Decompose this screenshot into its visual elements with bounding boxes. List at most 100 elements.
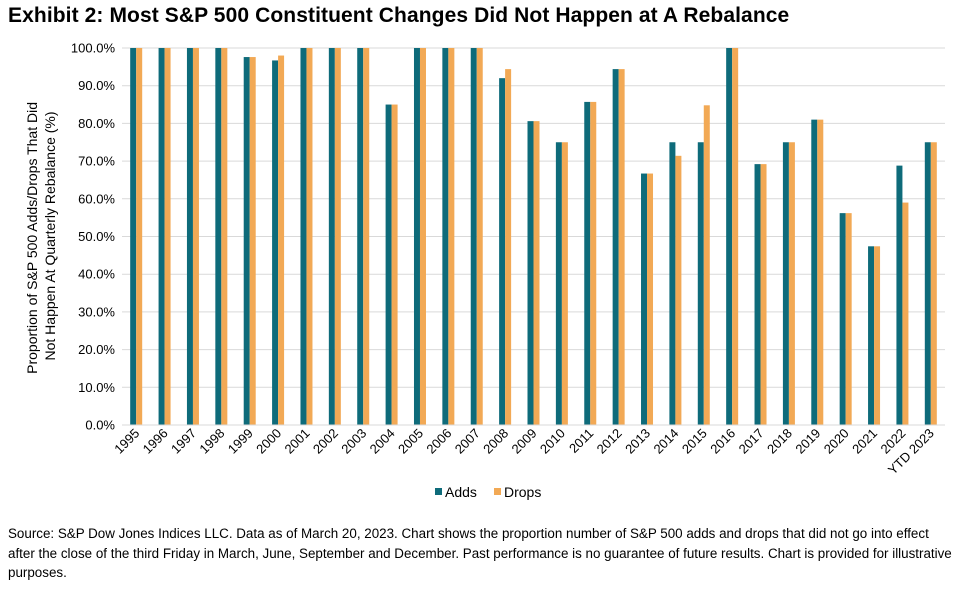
bar-drops-2005 (419, 48, 426, 425)
y-tick-label: 20.0% (78, 342, 115, 357)
x-tick-label: 2008 (480, 426, 511, 457)
bar-adds-2004 (385, 104, 392, 426)
bar-adds-2013 (641, 173, 648, 425)
bar-adds-2016 (726, 48, 733, 425)
x-tick-label: 2009 (509, 426, 540, 457)
bar-adds-2011 (584, 101, 591, 425)
chart-title: Exhibit 2: Most S&P 500 Constituent Chan… (8, 4, 790, 27)
y-axis-label: Proportion of S&P 500 Adds/Drops That Di… (24, 98, 58, 374)
y-tick-label: 40.0% (78, 267, 115, 282)
bar-drops-2015 (703, 105, 710, 426)
bar-adds-1998 (215, 48, 222, 425)
bar-drops-1995 (136, 48, 143, 425)
bar-adds-2000 (272, 60, 279, 425)
bar-drops-2017 (760, 164, 767, 425)
bar-adds-2007 (470, 48, 477, 425)
x-tick-label: 2006 (423, 426, 454, 457)
y-tick-label: 30.0% (78, 304, 115, 319)
bar-drops-2016 (732, 48, 739, 425)
x-tick-label: 1998 (196, 426, 227, 457)
bar-drops-2014 (675, 155, 682, 425)
x-tick-label: 2007 (452, 426, 483, 457)
bar-drops-1997 (192, 48, 199, 425)
bar-adds-2001 (300, 48, 307, 425)
bar-adds-2012 (612, 69, 619, 426)
bar-adds-1995 (130, 48, 137, 425)
bar-adds-2020 (839, 213, 846, 425)
x-tick-label: 2004 (367, 426, 398, 457)
bar-adds-2017 (754, 164, 761, 425)
bar-drops-2018 (788, 142, 795, 425)
legend-label-adds: Adds (445, 484, 477, 500)
bar-drops-ytd-2023 (930, 142, 937, 425)
bar-drops-2021 (874, 246, 881, 425)
bar-adds-1996 (158, 48, 165, 425)
x-tick-label: 2010 (537, 426, 568, 457)
x-axis-ticks: 1995199619971998199920002001200220032004… (111, 426, 937, 478)
x-tick-label: 1999 (225, 426, 256, 457)
y-axis-label-line-1: Proportion of S&P 500 Adds/Drops That Di… (24, 102, 40, 374)
y-tick-label: 70.0% (78, 154, 115, 169)
bar-adds-2018 (782, 142, 789, 425)
x-tick-label: 1996 (140, 426, 171, 457)
y-tick-label: 80.0% (78, 116, 115, 131)
bar-adds-2009 (527, 121, 534, 425)
y-tick-label: 90.0% (78, 78, 115, 93)
bar-drops-1998 (221, 48, 228, 425)
legend: Adds Drops (435, 484, 541, 500)
bar-drops-2001 (306, 48, 313, 425)
y-tick-label: 60.0% (78, 191, 115, 206)
x-tick-label: 2020 (821, 426, 852, 457)
bar-drops-2011 (590, 101, 597, 425)
x-tick-label: 1995 (111, 426, 142, 457)
bar-drops-2000 (278, 55, 285, 425)
x-tick-label: 2005 (395, 426, 426, 457)
x-tick-label: 2002 (310, 426, 341, 457)
bar-adds-2021 (868, 246, 875, 425)
bar-adds-2003 (357, 48, 364, 425)
x-tick-label: 2001 (282, 426, 313, 457)
x-tick-label: 1997 (168, 426, 199, 457)
bar-drops-2007 (476, 48, 483, 425)
bar-adds-2002 (328, 48, 335, 425)
y-tick-label: 0.0% (85, 418, 115, 433)
bar-drops-2008 (505, 69, 512, 426)
x-tick-label: 2015 (679, 426, 710, 457)
bar-drops-2012 (618, 69, 625, 426)
bar-adds-2005 (413, 48, 420, 425)
y-tick-label: 100.0% (71, 41, 116, 56)
x-tick-label: 2012 (594, 426, 625, 457)
legend-swatch-adds (435, 488, 442, 495)
legend-swatch-drops (494, 488, 501, 495)
bar-drops-2022 (902, 202, 909, 425)
bar-adds-ytd-2023 (924, 142, 931, 425)
x-tick-label: 2019 (792, 426, 823, 457)
x-tick-label: 2000 (253, 426, 284, 457)
x-tick-label: 2018 (764, 426, 795, 457)
bar-drops-2009 (533, 121, 540, 425)
bar-adds-2019 (811, 119, 818, 425)
x-tick-label: 2021 (849, 426, 880, 457)
bar-drops-2006 (448, 48, 455, 425)
y-tick-label: 50.0% (78, 229, 115, 244)
x-tick-label: 2003 (338, 426, 369, 457)
bar-adds-1999 (243, 57, 250, 426)
bar-adds-2015 (697, 142, 704, 425)
bar-drops-2010 (561, 142, 568, 425)
legend-label-drops: Drops (504, 484, 541, 500)
bar-adds-2022 (896, 165, 903, 425)
bar-chart: 0.0% 10.0% 20.0% 30.0% 40.0% 50.0% 60.0% 70.0% 8… (24, 41, 945, 500)
bar-drops-2013 (647, 173, 654, 425)
x-tick-label: 2011 (566, 426, 596, 456)
bar-adds-1997 (186, 48, 193, 425)
source-note: Source: S&P Dow Jones Indices LLC. Data … (8, 526, 952, 580)
x-tick-label: 2017 (736, 426, 767, 457)
y-tick-label: 10.0% (78, 380, 115, 395)
x-tick-label: 2014 (650, 426, 681, 457)
bar-adds-2014 (669, 142, 676, 425)
bar-adds-2008 (499, 78, 506, 425)
bar-drops-1996 (164, 48, 171, 425)
bar-drops-2020 (845, 213, 852, 425)
bar-drops-2004 (391, 104, 398, 426)
bar-drops-2019 (817, 119, 824, 425)
